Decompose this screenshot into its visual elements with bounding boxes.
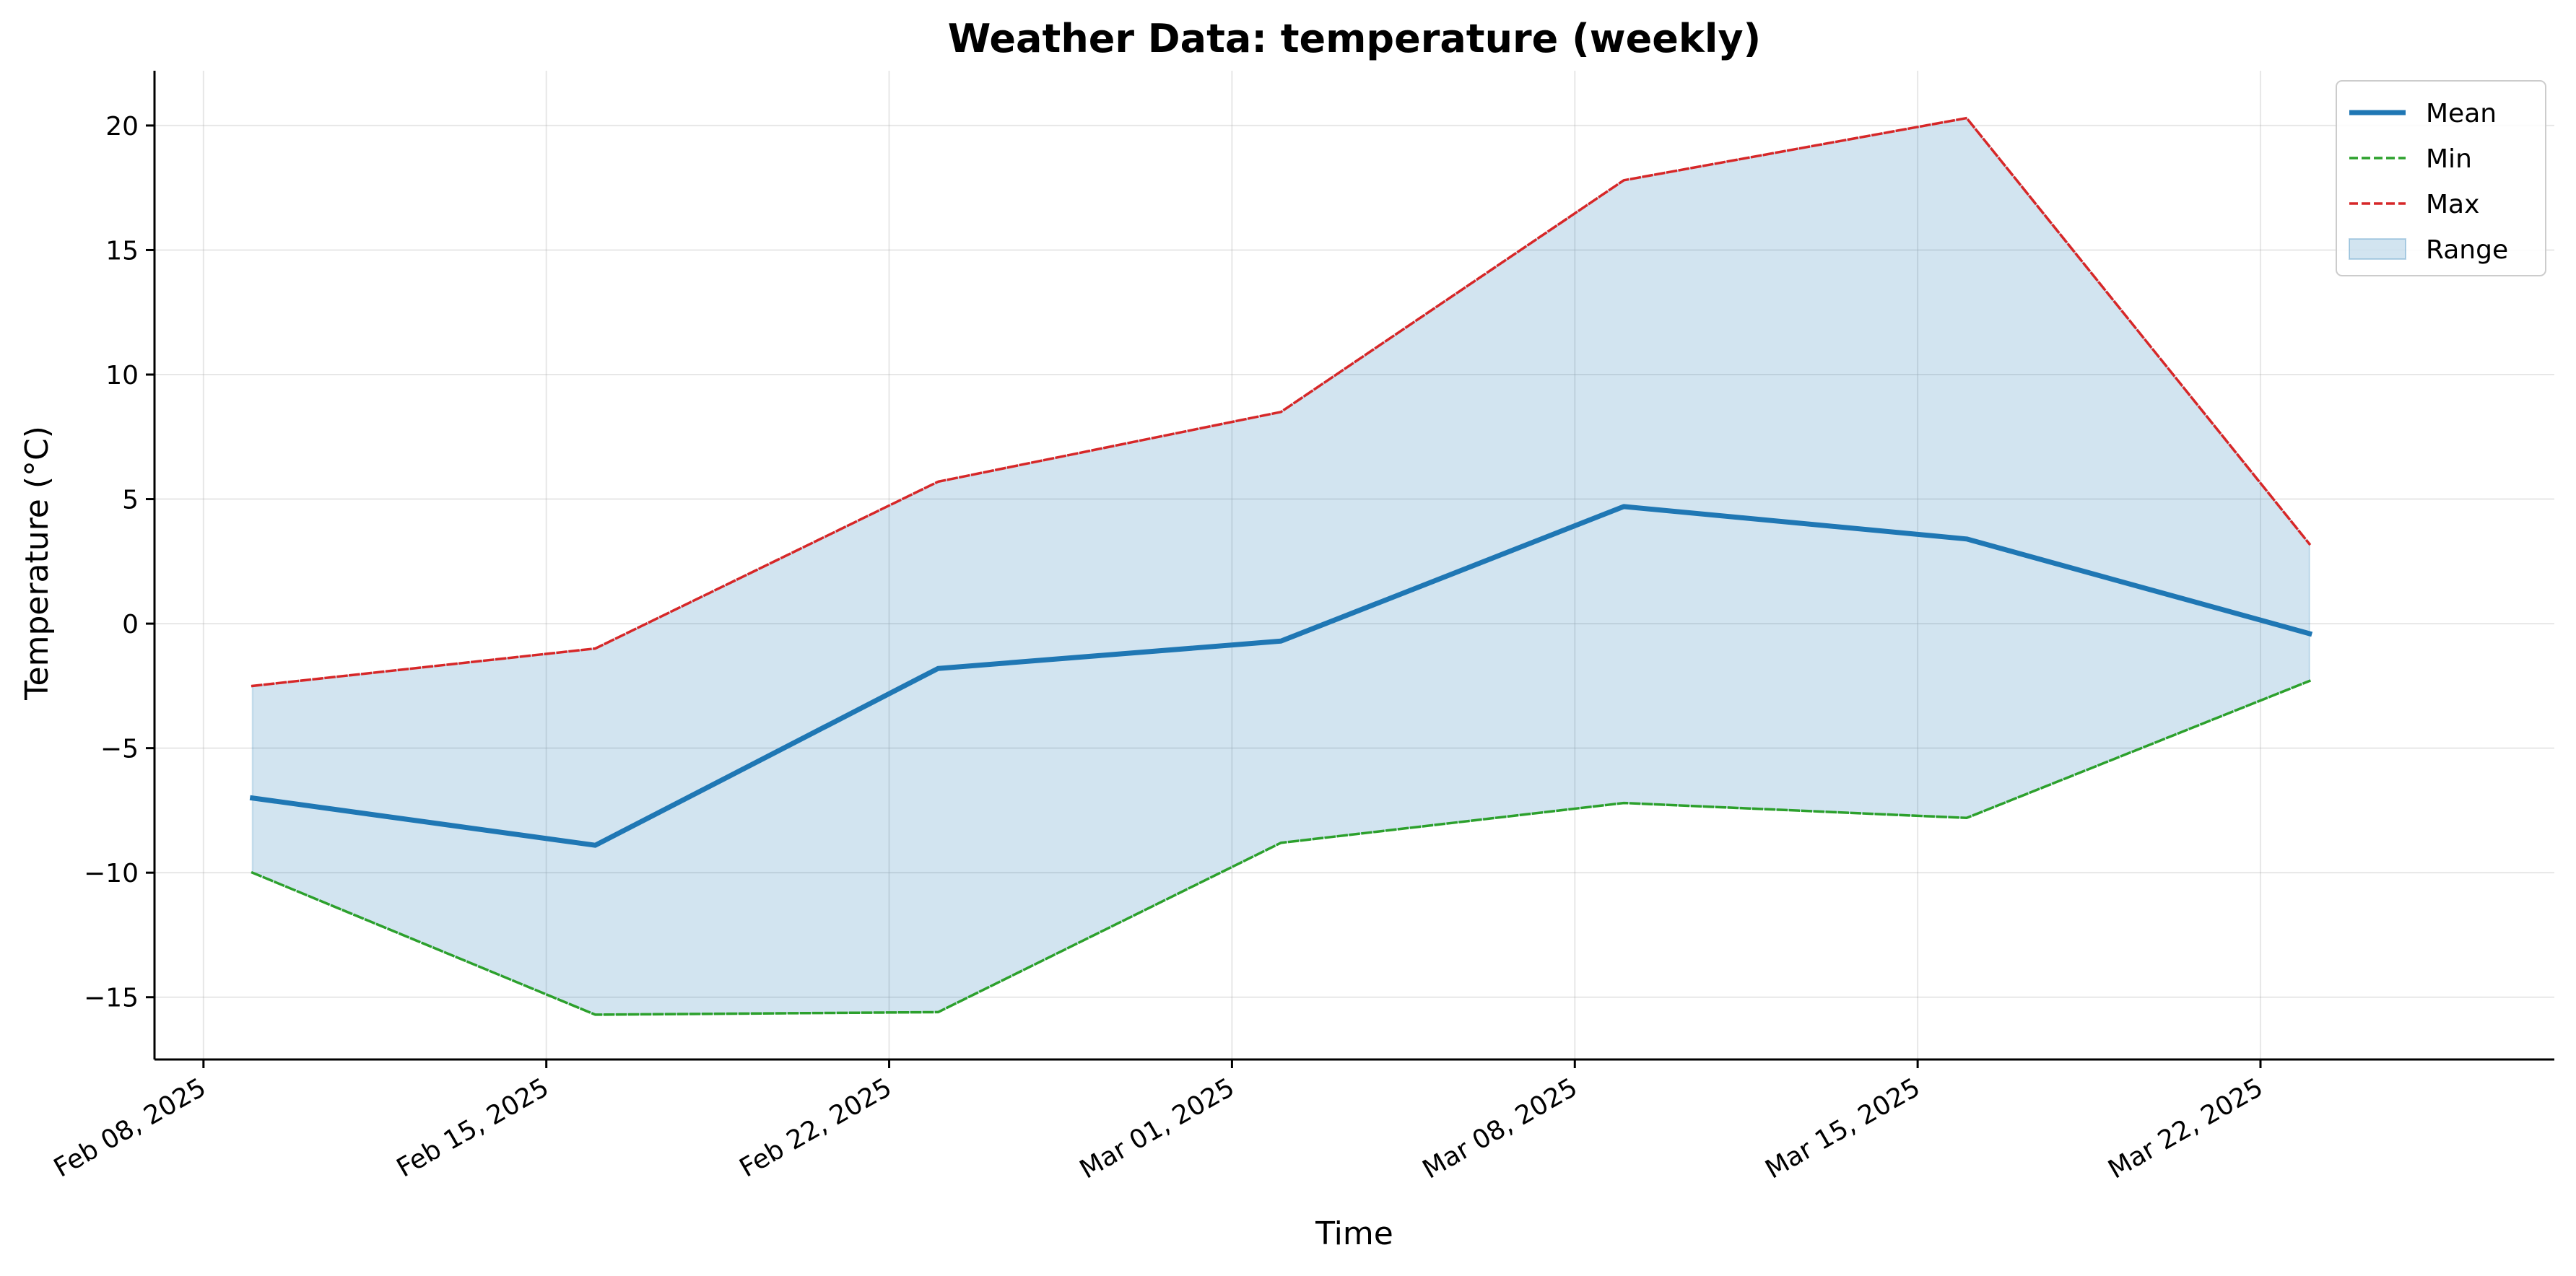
grid xyxy=(155,71,2554,1059)
chart-title: Weather Data: temperature (weekly) xyxy=(948,16,1761,61)
series-line-max xyxy=(251,116,2312,688)
axes xyxy=(153,71,2554,1061)
legend-box xyxy=(2336,80,2546,276)
y-tick-label: 5 xyxy=(122,486,139,515)
legend-label-max: Max xyxy=(2426,190,2479,219)
legend-label-mean: Mean xyxy=(2426,99,2497,128)
y-axis-title: Temperature (°C) xyxy=(19,426,56,701)
legend: Mean Min Max Range xyxy=(2336,80,2546,276)
series-line-mean xyxy=(249,504,2313,848)
legend-label-min: Min xyxy=(2426,144,2472,174)
y-tick-label: 15 xyxy=(105,236,139,266)
y-tick-label: −10 xyxy=(84,859,139,888)
series-line-min xyxy=(251,679,2312,1016)
series-layer xyxy=(249,116,2313,1016)
y-tick-label: 0 xyxy=(122,610,139,639)
legend-swatch-range xyxy=(2349,238,2406,260)
legend-label-range: Range xyxy=(2426,235,2508,265)
x-axis-title: Time xyxy=(1315,1215,1393,1252)
y-tick-label: 10 xyxy=(105,361,139,390)
y-tick-label: −5 xyxy=(100,735,139,764)
y-tick-label: −15 xyxy=(84,984,139,1013)
y-tick-label: 20 xyxy=(105,112,139,141)
